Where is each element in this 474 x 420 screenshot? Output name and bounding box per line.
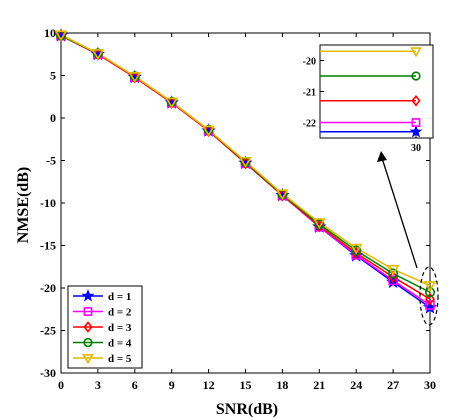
x-tick-label: 24 — [350, 378, 362, 392]
data-point-d2 — [425, 300, 435, 310]
data-point-d5 — [386, 264, 400, 276]
y-tick-label: 10 — [44, 26, 56, 40]
legend-marker-d5 — [82, 354, 94, 365]
data-point-d5 — [91, 49, 105, 60]
x-tick-label: 6 — [132, 378, 138, 392]
x-axis-label: SNR(dB) — [216, 401, 278, 418]
inset-point-d5 — [410, 47, 422, 58]
y-tick-label: -25 — [40, 324, 56, 338]
inset-point-d1 — [409, 124, 423, 138]
inset-y-tick-label: -20 — [303, 57, 316, 68]
x-tick-label: 9 — [169, 378, 175, 392]
x-tick-label: 30 — [424, 378, 436, 392]
data-point-d4 — [424, 287, 436, 298]
zoom-arrow-line — [381, 157, 418, 269]
inset-frame — [319, 44, 434, 139]
legend-label-d3: d = 3 — [108, 322, 132, 334]
inset-y-tick-label: -22 — [303, 119, 316, 130]
inset-point-d2 — [411, 118, 421, 127]
data-point-d3 — [424, 292, 436, 306]
inset-x-tick-label: 30 — [411, 143, 421, 154]
y-tick-label: -20 — [40, 281, 56, 295]
legend-label-d2: d = 2 — [108, 307, 132, 319]
data-point-d5 — [54, 30, 68, 42]
x-tick-label: 15 — [240, 378, 252, 392]
zoom-region-ellipse — [419, 266, 439, 326]
x-tick-label: 0 — [58, 378, 64, 392]
y-axis-label: NMSE(dB) — [15, 167, 32, 243]
data-point-d4 — [388, 268, 399, 279]
x-tick-label: 27 — [387, 378, 399, 392]
data-point-d3 — [351, 246, 362, 260]
legend-marker-d2 — [83, 307, 93, 316]
zoom-arrow-head — [377, 151, 387, 162]
inset-y-tick-label: -21 — [303, 88, 316, 99]
data-point-d5 — [276, 189, 289, 201]
legend-marker-d3 — [83, 321, 93, 333]
legend-label-d1: d = 1 — [108, 291, 131, 303]
legend-label-d4: d = 4 — [108, 338, 132, 350]
y-tick-label: -15 — [40, 239, 56, 253]
data-point-d4 — [351, 245, 362, 256]
data-point-d2 — [388, 275, 398, 286]
y-tick-label: 5 — [50, 69, 56, 83]
y-tick-label: -30 — [40, 366, 56, 380]
data-point-d5 — [423, 281, 437, 293]
data-point-d5 — [349, 243, 363, 255]
data-point-d5 — [128, 72, 142, 83]
y-tick-label: 0 — [50, 111, 56, 125]
x-tick-label: 3 — [95, 378, 101, 392]
data-point-d5 — [202, 125, 215, 137]
legend-marker-d4 — [83, 337, 93, 348]
legend-marker-d1 — [81, 289, 95, 302]
legend-label-d5: d = 5 — [108, 353, 132, 365]
x-tick-label: 21 — [313, 378, 325, 392]
x-tick-label: 18 — [276, 378, 288, 392]
data-point-d3 — [388, 270, 399, 284]
data-point-d5 — [239, 157, 252, 168]
legend — [67, 285, 143, 369]
y-tick-label: -5 — [46, 154, 56, 168]
y-tick-label: -10 — [40, 196, 56, 210]
data-point-d5 — [165, 97, 179, 109]
inset-point-d3 — [411, 95, 421, 107]
data-point-d5 — [312, 218, 326, 230]
x-tick-label: 12 — [203, 378, 215, 392]
inset-point-d4 — [411, 71, 421, 81]
